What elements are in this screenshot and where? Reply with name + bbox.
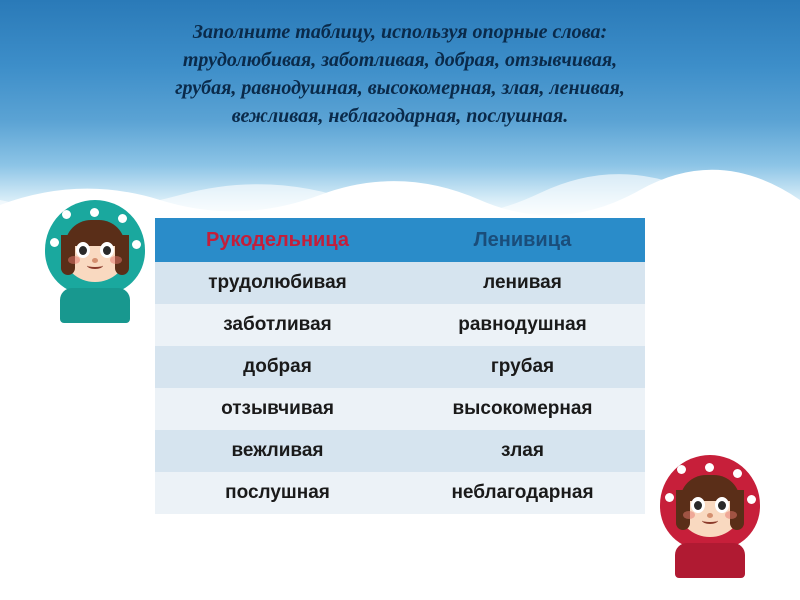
cell-left: трудолюбивая bbox=[155, 262, 400, 304]
cell-left: послушная bbox=[155, 472, 400, 514]
cell-right: злая bbox=[400, 430, 645, 472]
instruction-text: Заполните таблицу, используя опорные сло… bbox=[40, 18, 760, 130]
cell-right: грубая bbox=[400, 346, 645, 388]
cell-right: ленивая bbox=[400, 262, 645, 304]
title-line1: Заполните таблицу, используя опорные сло… bbox=[193, 21, 607, 43]
table-header-row: Рукодельница Ленивица bbox=[155, 218, 645, 262]
table-row: отзывчивая высокомерная bbox=[155, 388, 645, 430]
title-line2: трудолюбивая, заботливая, добрая, отзывч… bbox=[183, 49, 617, 71]
table-row: заботливая равнодушная bbox=[155, 304, 645, 346]
cell-right: неблагодарная bbox=[400, 472, 645, 514]
title-banner: Заполните таблицу, используя опорные сло… bbox=[0, 0, 800, 220]
cell-right: равнодушная bbox=[400, 304, 645, 346]
title-line3: грубая, равнодушная, высокомерная, злая,… bbox=[175, 77, 625, 99]
table-row: трудолюбивая ленивая bbox=[155, 262, 645, 304]
table-row: добрая грубая bbox=[155, 346, 645, 388]
cell-left: заботливая bbox=[155, 304, 400, 346]
cell-right: высокомерная bbox=[400, 388, 645, 430]
cell-left: добрая bbox=[155, 346, 400, 388]
title-line4: вежливая, неблагодарная, послушная. bbox=[232, 105, 568, 127]
header-rukodelnitsa: Рукодельница bbox=[155, 218, 400, 262]
character-lenivitsa bbox=[655, 455, 765, 575]
comparison-table: Рукодельница Ленивица трудолюбивая ленив… bbox=[155, 218, 645, 514]
cell-left: отзывчивая bbox=[155, 388, 400, 430]
table-row: вежливая злая bbox=[155, 430, 645, 472]
cell-left: вежливая bbox=[155, 430, 400, 472]
header-lenivitsa: Ленивица bbox=[400, 218, 645, 262]
character-rukodelnitsa bbox=[40, 200, 150, 320]
table-row: послушная неблагодарная bbox=[155, 472, 645, 514]
